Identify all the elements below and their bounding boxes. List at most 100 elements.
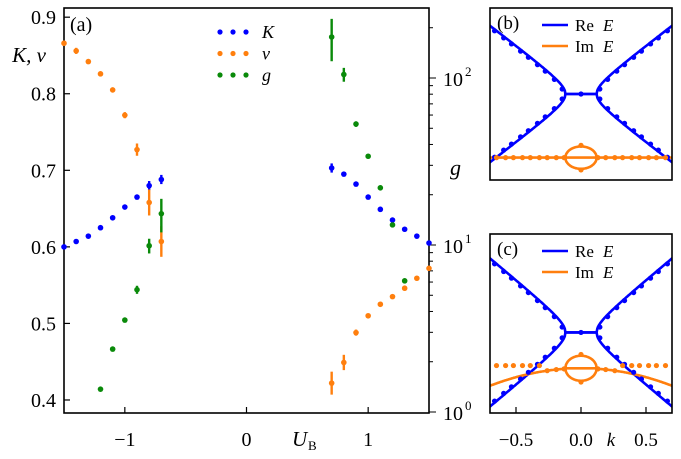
data-point-K bbox=[109, 214, 116, 221]
im-e-point bbox=[636, 155, 643, 161]
re-e-point bbox=[647, 384, 654, 390]
y-right-tick-exponent: 0 bbox=[465, 398, 472, 413]
re-e-point bbox=[525, 289, 531, 296]
data-point-K bbox=[353, 181, 359, 187]
legend-label-im: Im bbox=[575, 37, 594, 56]
im-e-curve bbox=[490, 367, 672, 388]
im-e-point bbox=[493, 155, 500, 161]
re-e-point bbox=[542, 305, 548, 311]
data-point-K bbox=[122, 204, 128, 210]
data-point-v bbox=[134, 146, 140, 153]
re-e-point bbox=[647, 41, 654, 47]
re-e-point bbox=[578, 329, 584, 336]
im-e-point bbox=[578, 167, 584, 173]
re-e-point bbox=[525, 369, 531, 375]
data-point-K bbox=[73, 238, 79, 245]
im-e-point bbox=[519, 362, 526, 369]
data-point-v bbox=[353, 329, 359, 336]
re-e-point bbox=[525, 128, 531, 134]
im-e-point bbox=[553, 155, 559, 161]
re-e-point bbox=[517, 134, 524, 140]
re-e-point bbox=[551, 345, 557, 351]
re-e-point bbox=[534, 297, 541, 304]
re-e-point bbox=[551, 76, 557, 83]
re-e-point bbox=[542, 68, 548, 74]
re-e-point bbox=[638, 48, 645, 54]
re-e-point bbox=[614, 114, 620, 120]
im-e-point bbox=[595, 155, 601, 161]
re-e-point bbox=[559, 324, 565, 330]
legend-label-re: Re bbox=[575, 16, 594, 35]
x-tick-label: 0.0 bbox=[569, 430, 593, 451]
x-axis-label: k bbox=[607, 430, 616, 451]
legend-marker-g bbox=[217, 72, 223, 78]
data-point-g bbox=[389, 222, 396, 228]
data-point-K bbox=[134, 194, 140, 200]
re-e-point bbox=[605, 345, 611, 351]
legend-marker-K bbox=[243, 29, 249, 35]
data-point-v bbox=[122, 112, 128, 118]
panel-label: (a) bbox=[70, 14, 92, 36]
re-e-point bbox=[631, 289, 637, 296]
im-e-loop bbox=[564, 157, 598, 171]
data-point-g bbox=[365, 153, 371, 160]
data-point-K bbox=[426, 240, 432, 246]
data-point-v bbox=[341, 359, 347, 366]
data-point-v bbox=[377, 301, 384, 308]
re-e-point bbox=[491, 28, 498, 34]
y-right-tick-exponent: 2 bbox=[465, 64, 472, 79]
im-e-point bbox=[636, 362, 643, 369]
re-e-point bbox=[517, 48, 524, 54]
legend-label-g: g bbox=[262, 65, 271, 85]
data-point-K bbox=[146, 182, 152, 189]
y-right-tick-exponent: 1 bbox=[465, 231, 472, 246]
re-e-point bbox=[631, 369, 637, 375]
x-tick-label: 0 bbox=[242, 429, 252, 451]
x-tick-label: 1 bbox=[363, 429, 373, 451]
panel-label: (c) bbox=[497, 239, 518, 260]
re-e-point bbox=[501, 390, 507, 396]
re-e-point bbox=[664, 261, 671, 267]
re-e-point bbox=[605, 76, 611, 83]
re-e-point bbox=[525, 54, 531, 60]
re-e-point bbox=[647, 275, 654, 281]
data-point-K bbox=[365, 194, 371, 200]
im-e-point bbox=[503, 155, 509, 161]
re-e-point bbox=[508, 384, 515, 390]
re-e-point bbox=[597, 96, 603, 102]
im-e-point bbox=[629, 155, 635, 161]
re-e-point bbox=[614, 305, 620, 311]
im-e-point bbox=[620, 155, 626, 161]
re-e-point bbox=[534, 120, 541, 126]
y-tick-label: 0.4 bbox=[31, 390, 56, 412]
re-e-point bbox=[655, 35, 661, 41]
im-e-point bbox=[578, 351, 584, 358]
re-e-point bbox=[605, 105, 611, 112]
re-e-point bbox=[501, 268, 507, 275]
re-e-point bbox=[551, 105, 557, 112]
im-e-point bbox=[527, 362, 533, 369]
x-tick-label: −0.5 bbox=[499, 430, 533, 451]
re-e-point bbox=[631, 128, 637, 134]
re-e-point bbox=[664, 398, 671, 404]
re-e-point bbox=[638, 134, 645, 140]
legend-marker-K bbox=[230, 29, 236, 35]
data-point-v bbox=[158, 238, 165, 245]
re-e-point bbox=[621, 62, 628, 68]
data-point-v bbox=[73, 48, 79, 54]
data-point-v bbox=[426, 265, 432, 272]
im-e-point bbox=[544, 368, 550, 374]
re-e-point bbox=[491, 398, 498, 404]
y-right-axis-label: g bbox=[450, 155, 461, 180]
data-point-g bbox=[353, 121, 359, 127]
re-e-point bbox=[638, 283, 645, 289]
legend-label-im: Im bbox=[575, 263, 594, 282]
re-e-point bbox=[638, 376, 645, 382]
x-tick-label: 0.5 bbox=[634, 430, 658, 451]
legend-variable-im: E bbox=[602, 263, 614, 282]
re-e-point bbox=[621, 120, 628, 126]
data-point-v bbox=[414, 275, 420, 282]
legend-marker-v bbox=[243, 50, 249, 57]
re-e-point bbox=[597, 324, 603, 330]
